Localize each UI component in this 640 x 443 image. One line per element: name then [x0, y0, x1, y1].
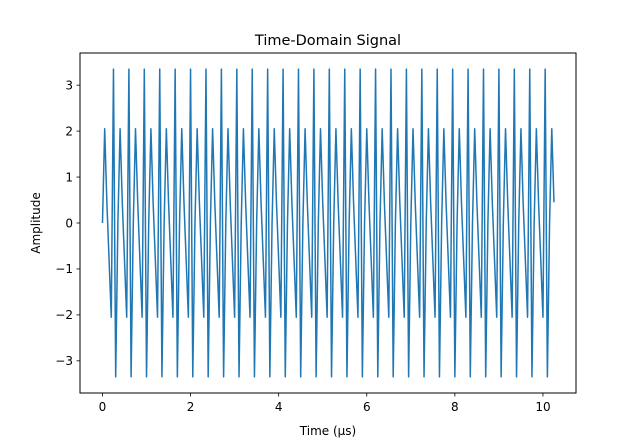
- x-tick-label: 2: [187, 400, 195, 414]
- x-axis: 0 2 4 6 8 10: [99, 393, 551, 414]
- plot-frame: [79, 52, 577, 394]
- x-tick-label: 10: [535, 400, 550, 414]
- x-tick-label: 8: [451, 400, 459, 414]
- y-tick-label: −2: [55, 308, 73, 322]
- y-tick-label: 0: [65, 216, 73, 230]
- x-tick-label: 4: [275, 400, 283, 414]
- x-tick-label: 6: [363, 400, 371, 414]
- y-tick-label: 2: [65, 124, 73, 138]
- y-tick-label: −1: [55, 262, 73, 276]
- y-tick-label: 3: [65, 78, 73, 92]
- y-tick-label: −3: [55, 354, 73, 368]
- y-axis-label: Amplitude: [29, 192, 43, 254]
- series-line-0: [101, 68, 555, 378]
- y-axis: −3 −2 −1 0 1 2 3: [55, 78, 80, 368]
- x-axis-label: Time (μs): [299, 424, 356, 438]
- y-tick-label: 1: [65, 170, 73, 184]
- chart-title: Time-Domain Signal: [254, 33, 401, 49]
- plot-area: [101, 68, 555, 378]
- x-tick-label: 0: [99, 400, 107, 414]
